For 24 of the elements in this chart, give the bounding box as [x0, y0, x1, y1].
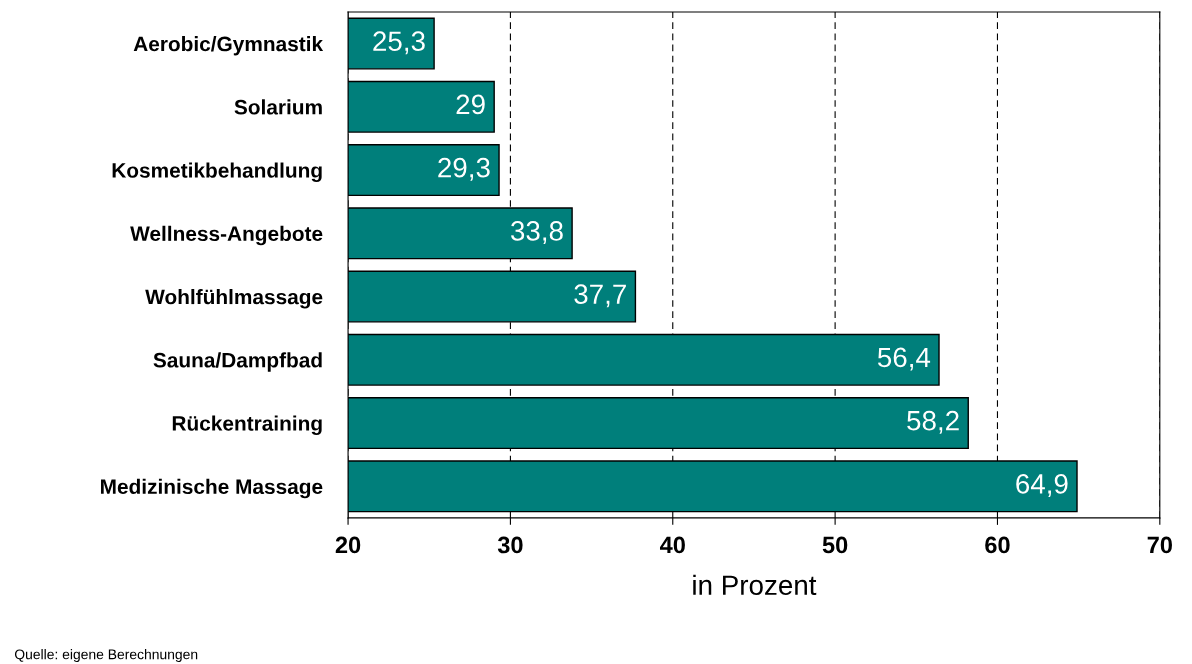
- y-tick-label: Rückentraining: [172, 415, 322, 436]
- data-label: 37,7: [574, 284, 626, 308]
- data-label: 29: [456, 94, 485, 115]
- data-label: 58,2: [907, 410, 959, 434]
- data-label: 33,8: [510, 221, 563, 245]
- y-tick-label: Medizinische Massage: [101, 478, 323, 499]
- x-tick-label: 70: [1147, 536, 1172, 554]
- y-tick-label: Kosmetikbehandlung: [112, 162, 322, 183]
- source-note: Quelle: eigene Berechnungen: [14, 649, 198, 663]
- data-label: 64,9: [1016, 474, 1068, 498]
- data-label: 25,3: [373, 31, 425, 55]
- data-label: 56,4: [877, 347, 931, 371]
- x-tick-label: 60: [985, 536, 1010, 554]
- x-tick-label: 50: [822, 536, 848, 554]
- y-tick-label: Wellness-Angebote: [130, 225, 323, 246]
- y-tick-label: Sauna/Dampfbad: [153, 352, 322, 372]
- data-label: 29,3: [438, 157, 490, 181]
- x-tick-label: 30: [497, 536, 523, 554]
- y-tick-label: Solarium: [234, 99, 322, 115]
- x-axis-title: in Prozent: [693, 574, 817, 596]
- y-tick-label: Wohlfühlmassage: [145, 289, 323, 309]
- y-tick-label: Aerobic/Gymnastik: [133, 36, 324, 56]
- x-tick-label: 20: [335, 536, 361, 554]
- x-tick-label: 40: [659, 536, 685, 554]
